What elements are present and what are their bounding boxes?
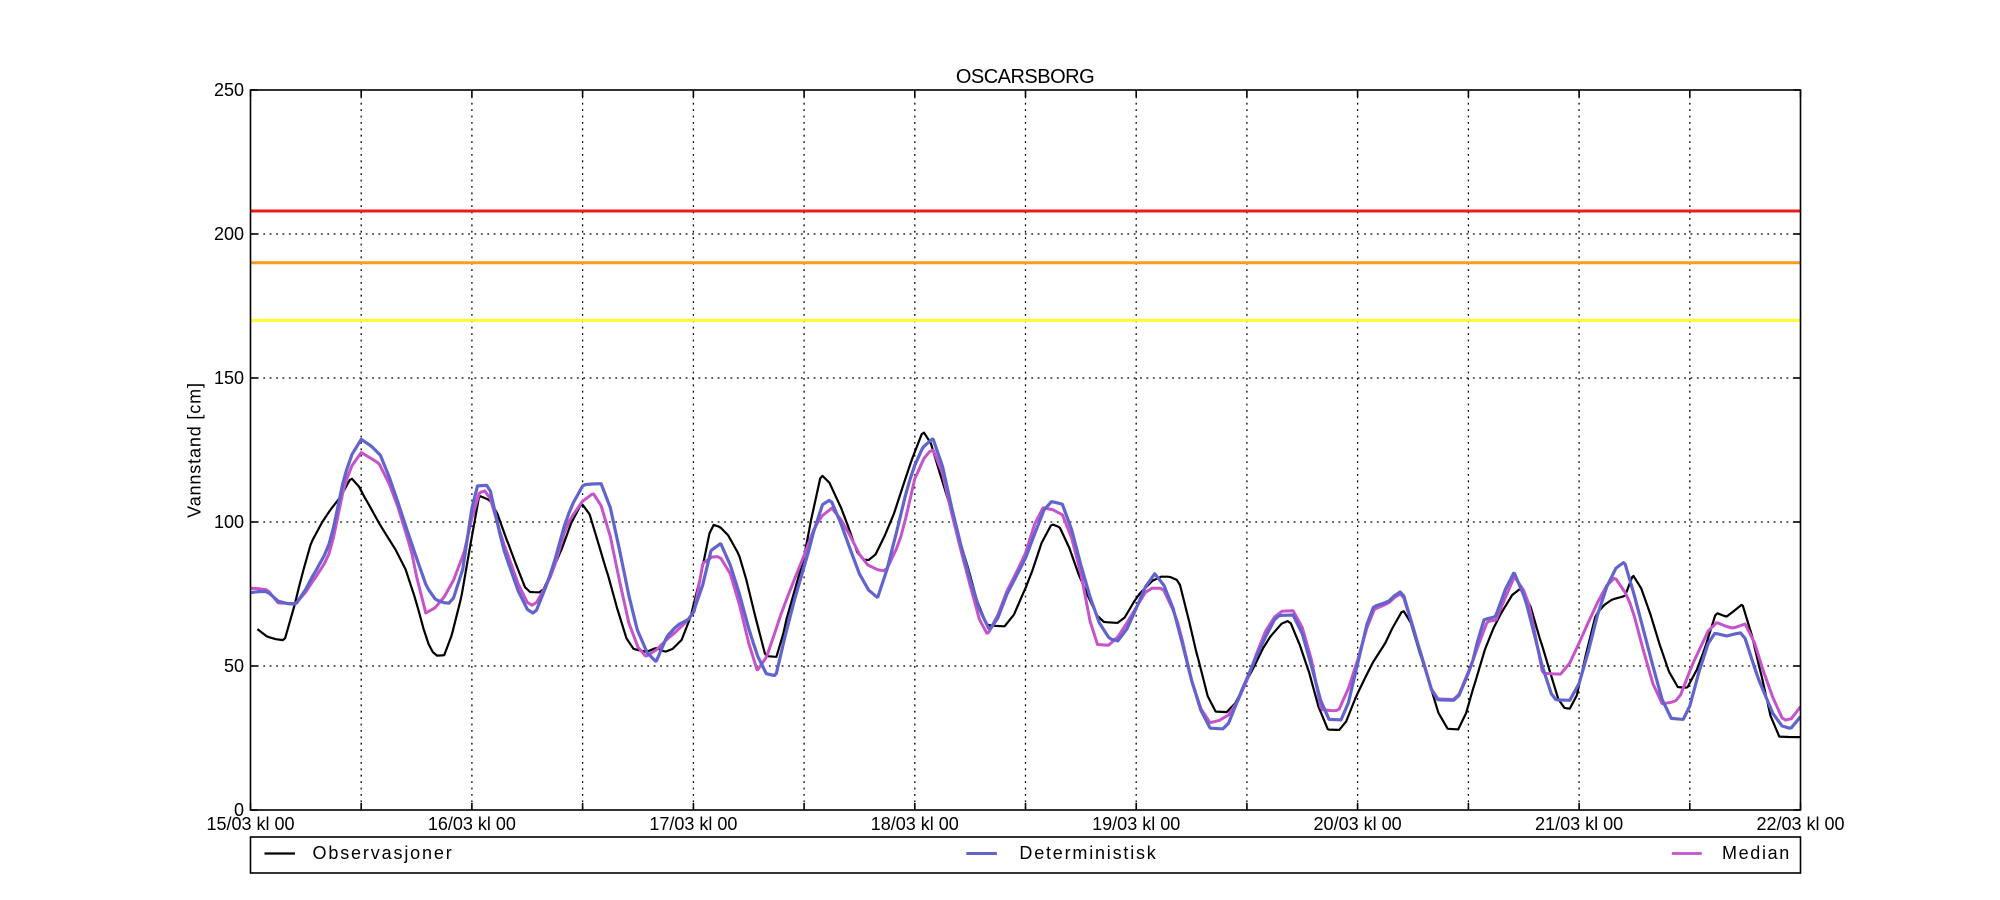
svg-text:Median: Median <box>1722 843 1791 863</box>
svg-text:0: 0 <box>234 800 244 820</box>
svg-text:OSCARSBORG: OSCARSBORG <box>956 66 1094 88</box>
svg-text:50: 50 <box>224 656 244 676</box>
svg-text:17/03 kl 00: 17/03 kl 00 <box>649 814 737 834</box>
svg-text:16/03 kl 00: 16/03 kl 00 <box>428 814 516 834</box>
svg-text:Vannstand [cm]: Vannstand [cm] <box>185 382 205 518</box>
svg-text:19/03 kl 00: 19/03 kl 00 <box>1092 814 1180 834</box>
svg-text:21/03 kl 00: 21/03 kl 00 <box>1535 814 1623 834</box>
svg-text:15/03 kl 00: 15/03 kl 00 <box>206 814 294 834</box>
svg-text:250: 250 <box>214 80 244 100</box>
svg-text:22/03 kl 00: 22/03 kl 00 <box>1756 814 1844 834</box>
svg-text:20/03 kl 00: 20/03 kl 00 <box>1314 814 1402 834</box>
svg-text:18/03 kl 00: 18/03 kl 00 <box>871 814 959 834</box>
svg-text:Observasjoner: Observasjoner <box>313 843 454 863</box>
svg-text:100: 100 <box>214 512 244 532</box>
svg-text:150: 150 <box>214 368 244 388</box>
svg-text:Deterministisk: Deterministisk <box>1019 843 1157 863</box>
svg-text:200: 200 <box>214 224 244 244</box>
